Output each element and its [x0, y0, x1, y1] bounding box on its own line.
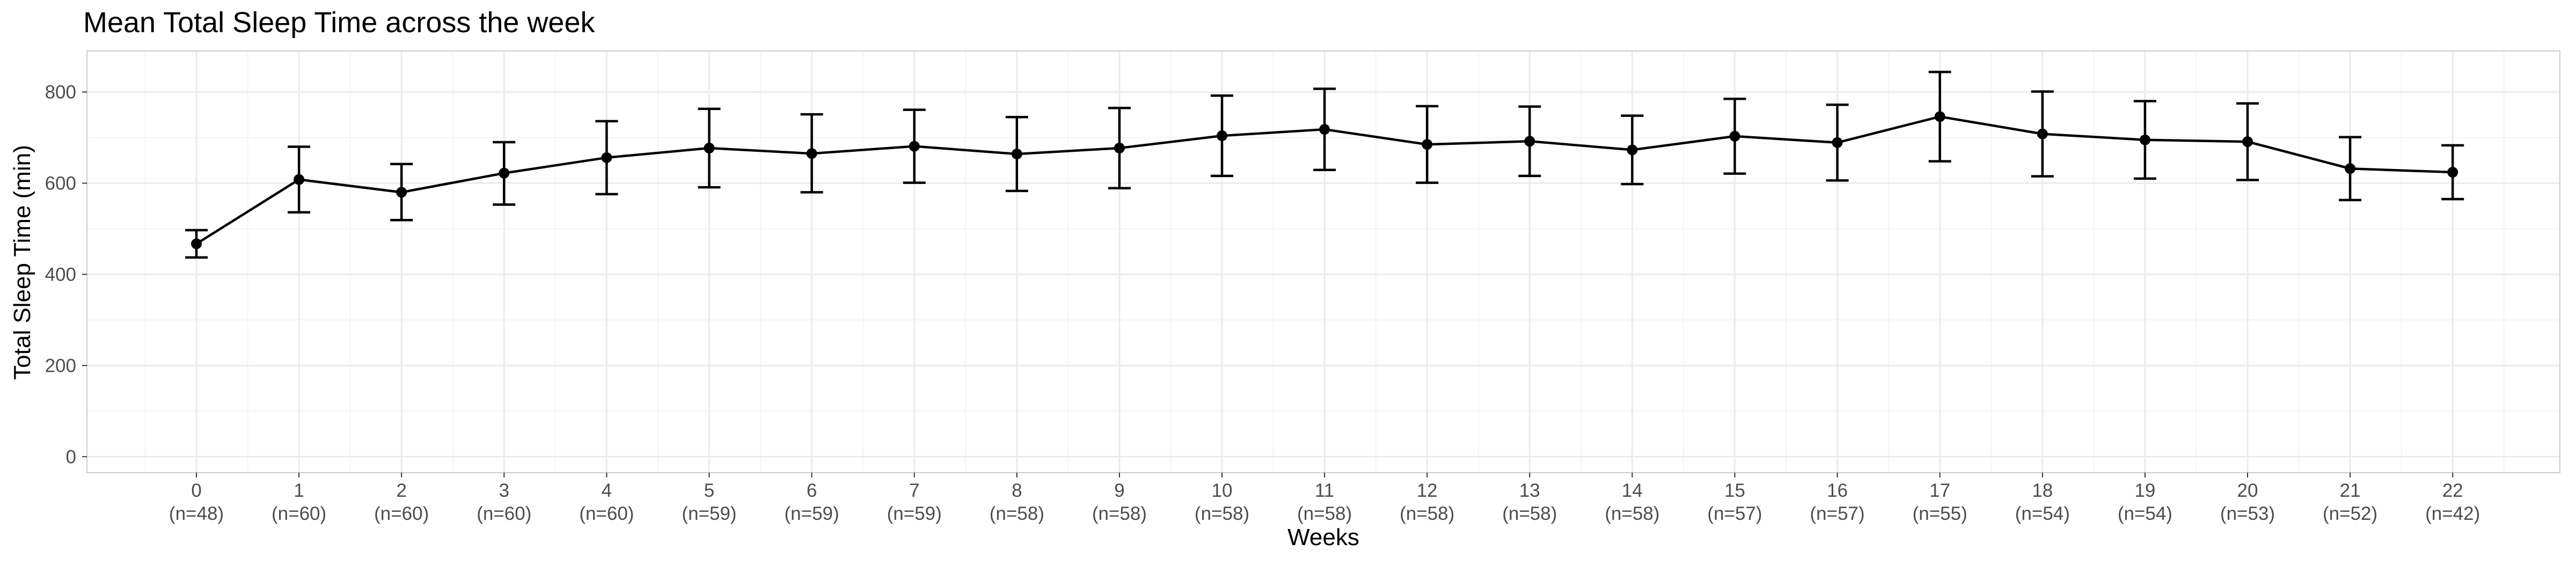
x-tick-label: 11 [1315, 480, 1334, 501]
x-tick-label: 16 [1827, 480, 1848, 501]
y-tick-label: 400 [45, 264, 76, 285]
x-sample-size-label: (n=60) [477, 503, 531, 524]
x-tick-label: 19 [2134, 480, 2155, 501]
x-sample-size-label: (n=58) [1605, 503, 1659, 524]
data-point [1422, 139, 1433, 150]
x-sample-size-label: (n=58) [1297, 503, 1352, 524]
y-tick-labels-group: 0 200 400 600 800 [45, 82, 76, 467]
x-tick-label: 12 [1417, 480, 1438, 501]
x-sample-size-label: (n=53) [2220, 503, 2275, 524]
data-point [909, 141, 920, 152]
data-point [294, 174, 305, 185]
y-tick-label: 200 [45, 355, 76, 376]
x-tick-label: 3 [499, 480, 509, 501]
data-point [806, 148, 817, 159]
x-sample-size-label: (n=58) [990, 503, 1044, 524]
x-sample-size-label: (n=54) [2015, 503, 2070, 524]
y-axis-title: Total Sleep Time (min) [9, 145, 35, 380]
x-tick-label: 8 [1012, 480, 1022, 501]
data-point [1627, 144, 1638, 156]
x-sample-size-label: (n=54) [2118, 503, 2172, 524]
data-point [499, 167, 510, 179]
y-tick-label: 0 [66, 446, 76, 467]
data-point [1319, 124, 1330, 135]
x-tick-label: 14 [1622, 480, 1643, 501]
data-point [1934, 111, 1945, 122]
data-point [601, 152, 612, 163]
axis-ticks-group [82, 91, 2454, 477]
plot-panel-border [86, 50, 2560, 473]
x-tick-label: 17 [1929, 480, 1950, 501]
x-tick-label: 4 [602, 480, 612, 501]
x-tick-label: 21 [2340, 480, 2361, 501]
x-tick-label: 20 [2237, 480, 2258, 501]
x-tick-label: 0 [191, 480, 201, 501]
x-sample-size-label: (n=58) [1502, 503, 1557, 524]
chart-title: Mean Total Sleep Time across the week [83, 6, 595, 39]
x-tick-label: 5 [704, 480, 714, 501]
data-point [396, 187, 407, 198]
x-sample-size-label: (n=59) [785, 503, 839, 524]
x-sample-size-label: (n=58) [1092, 503, 1147, 524]
data-point [2037, 128, 2048, 139]
x-sample-size-label: (n=58) [1195, 503, 1249, 524]
data-point [1114, 142, 1125, 153]
x-sample-size-label: (n=58) [1400, 503, 1454, 524]
data-point [2242, 136, 2253, 148]
x-tick-label: 2 [396, 480, 406, 501]
data-point [191, 238, 202, 249]
data-point [1217, 130, 1227, 142]
x-sample-size-label: (n=52) [2323, 503, 2377, 524]
x-sample-size-label: (n=59) [887, 503, 942, 524]
x-tick-label: 15 [1724, 480, 1745, 501]
x-sample-size-label: (n=60) [272, 503, 326, 524]
points-group [191, 111, 2458, 249]
data-point [1011, 149, 1022, 160]
data-point [2345, 163, 2356, 174]
x-sample-size-label: (n=55) [1913, 503, 1967, 524]
data-point [704, 142, 715, 153]
data-point [2139, 134, 2150, 145]
x-sample-size-label: (n=57) [1810, 503, 1865, 524]
data-point [1729, 130, 1740, 142]
x-sample-size-label: (n=60) [579, 503, 634, 524]
x-sample-size-label: (n=57) [1707, 503, 1762, 524]
minor-grid-group [87, 51, 2560, 473]
x-sample-size-label: (n=48) [169, 503, 224, 524]
x-sample-size-label: (n=60) [374, 503, 429, 524]
x-tick-label: 1 [294, 480, 304, 501]
x-tick-label: 6 [807, 480, 817, 501]
x-axis-title: Weeks [1287, 524, 1359, 550]
data-point [2447, 167, 2458, 178]
x-sample-size-label: (n=42) [2425, 503, 2480, 524]
x-sample-size-label: (n=59) [682, 503, 736, 524]
x-tick-label: 18 [2032, 480, 2053, 501]
x-tick-label: 10 [1212, 480, 1233, 501]
x-tick-label: 9 [1114, 480, 1124, 501]
data-point [1524, 136, 1535, 147]
major-grid-group [87, 51, 2560, 473]
x-tick-label: 13 [1519, 480, 1540, 501]
x-tick-label: 22 [2442, 480, 2463, 501]
y-tick-label: 800 [45, 82, 76, 102]
x-tick-labels-group: 0(n=48)1(n=60)2(n=60)3(n=60)4(n=60)5(n=5… [169, 480, 2480, 524]
data-point [1832, 137, 1843, 148]
x-tick-label: 7 [909, 480, 919, 501]
y-tick-label: 600 [45, 173, 76, 194]
